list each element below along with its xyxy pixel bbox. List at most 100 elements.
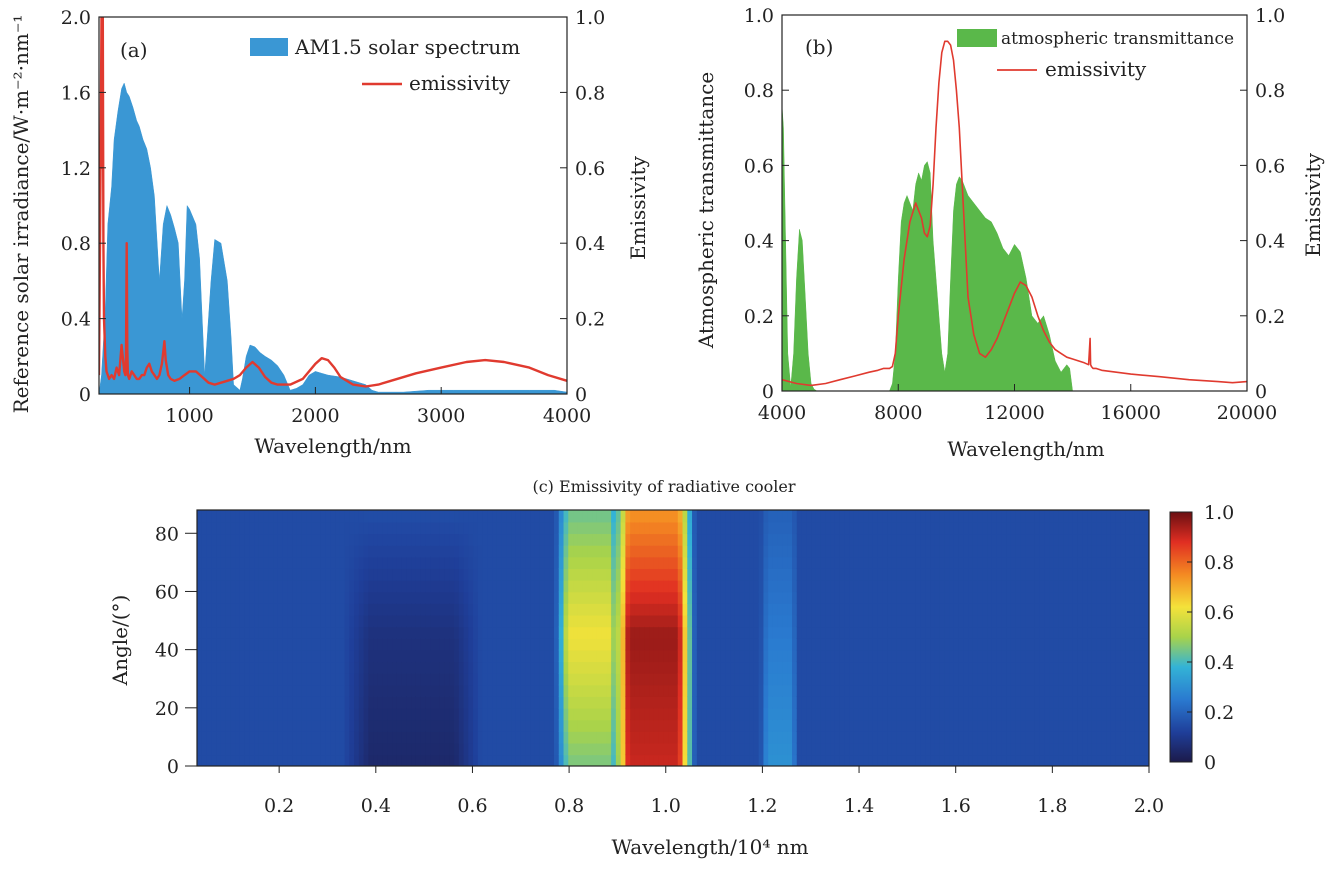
c-heat-cell — [273, 661, 279, 674]
c-heat-cell — [377, 707, 384, 721]
c-heat-cell — [1129, 544, 1136, 558]
c-heat-cell — [715, 533, 722, 546]
c-heat-cell — [411, 591, 417, 604]
c-heat-cell — [482, 556, 489, 569]
c-heat-cell — [1087, 510, 1093, 523]
c-heat-cell — [811, 742, 817, 756]
c-heat-cell — [292, 591, 298, 604]
c-heat-cell — [606, 533, 612, 546]
a-x-ticks: 1000 2000 3000 4000 — [165, 387, 591, 427]
c-heat-cell — [368, 568, 374, 581]
c-heat-cell — [1020, 556, 1027, 569]
c-heat-cell — [796, 533, 803, 546]
c-heat-cell — [1106, 510, 1112, 523]
c-heat-cell — [320, 568, 327, 581]
c-heat-cell — [358, 614, 365, 628]
c-heat-cell — [930, 510, 936, 523]
c-heat-cell — [963, 556, 969, 569]
c-heat-cell — [430, 707, 436, 721]
c-heat-cell — [506, 568, 512, 581]
c-heat-cell — [587, 614, 593, 628]
c-heat-cell — [197, 626, 203, 639]
c-heat-cell — [473, 719, 479, 732]
c-heat-cell — [858, 521, 865, 535]
c-heat-cell — [301, 638, 308, 651]
c-heat-cell — [1110, 533, 1117, 546]
c-heat-cell — [868, 533, 874, 546]
c-heat-cell — [368, 684, 374, 697]
c-heat-cell — [573, 626, 579, 639]
c-heat-cell — [668, 521, 674, 535]
c-heat-cell — [534, 731, 541, 744]
c-heat-cell — [444, 626, 451, 639]
c-heat-cell — [468, 707, 474, 721]
c-heat-cell — [1072, 696, 1079, 709]
c-heat-cell — [1096, 544, 1103, 558]
c-heat-cell — [858, 754, 865, 766]
c-heat-cell — [958, 754, 965, 766]
c-heat-cell — [882, 544, 888, 558]
c-heat-cell — [254, 696, 260, 709]
c-heat-cell — [592, 696, 598, 709]
c-heat-cell — [715, 672, 722, 686]
c-heat-cell — [320, 684, 327, 697]
c-heat-cell — [763, 579, 769, 593]
c-heat-cell — [496, 742, 503, 756]
c-heat-cell — [511, 568, 517, 581]
c-heat-cell — [792, 742, 798, 756]
c-heat-cell — [211, 731, 217, 744]
c-heat-cell — [449, 661, 455, 674]
c-heat-cell — [1101, 591, 1107, 604]
c-heat-cell — [701, 614, 708, 628]
c-heat-cell — [772, 638, 779, 651]
c-heat-cell — [520, 719, 527, 732]
c-heat-cell — [649, 754, 655, 766]
c-heat-cell — [1044, 556, 1050, 569]
c-heat-cell — [863, 603, 869, 616]
c-heat-cell — [987, 719, 993, 732]
c-heat-cell — [868, 672, 874, 686]
c-heat-cell — [268, 754, 274, 766]
c-heat-cell — [273, 556, 279, 569]
c-heat-cell — [316, 614, 322, 628]
c-heat-cell — [815, 533, 822, 546]
c-heat-cell — [920, 719, 927, 732]
c-heat-cell — [1058, 510, 1065, 523]
c-heat-cell — [634, 742, 641, 756]
a-x-tick-label: 2000 — [291, 405, 339, 427]
c-heat-cell — [1001, 731, 1007, 744]
c-heat-cell — [1110, 707, 1117, 721]
c-heat-cell — [649, 638, 655, 651]
c-heat-cell — [882, 638, 888, 651]
c-heat-cell — [758, 521, 765, 535]
c-heat-cell — [811, 614, 817, 628]
c-heat-cell — [753, 591, 760, 604]
c-heat-cell — [335, 533, 341, 546]
c-heat-cell — [711, 672, 717, 686]
c-heat-cell — [463, 754, 470, 766]
c-heat-cell — [482, 510, 489, 523]
c-heat-cell — [849, 591, 855, 604]
c-heat-cell — [944, 638, 950, 651]
c-heat-cell — [377, 533, 384, 546]
c-heat-cell — [792, 684, 798, 697]
c-heat-cell — [1039, 544, 1046, 558]
c-heat-cell — [1044, 533, 1050, 546]
c-heat-cell — [335, 544, 341, 558]
c-heat-cell — [801, 544, 808, 558]
c-heat-cell — [758, 626, 765, 639]
c-heat-cell — [825, 510, 831, 523]
c-heat-cell — [335, 661, 341, 674]
c-heat-cell — [849, 719, 855, 732]
c-heat-cell — [268, 742, 274, 756]
c-heat-cell — [620, 696, 627, 709]
c-heat-cell — [463, 568, 470, 581]
c-heat-cell — [634, 556, 641, 569]
c-heat-cell — [430, 638, 436, 651]
c-heat-cell — [577, 754, 584, 766]
c-heat-cell — [577, 731, 584, 744]
c-heat-cell — [782, 614, 789, 628]
c-heat-cell — [458, 603, 465, 616]
c-heat-cell — [891, 649, 898, 663]
c-heat-cell — [458, 742, 465, 756]
